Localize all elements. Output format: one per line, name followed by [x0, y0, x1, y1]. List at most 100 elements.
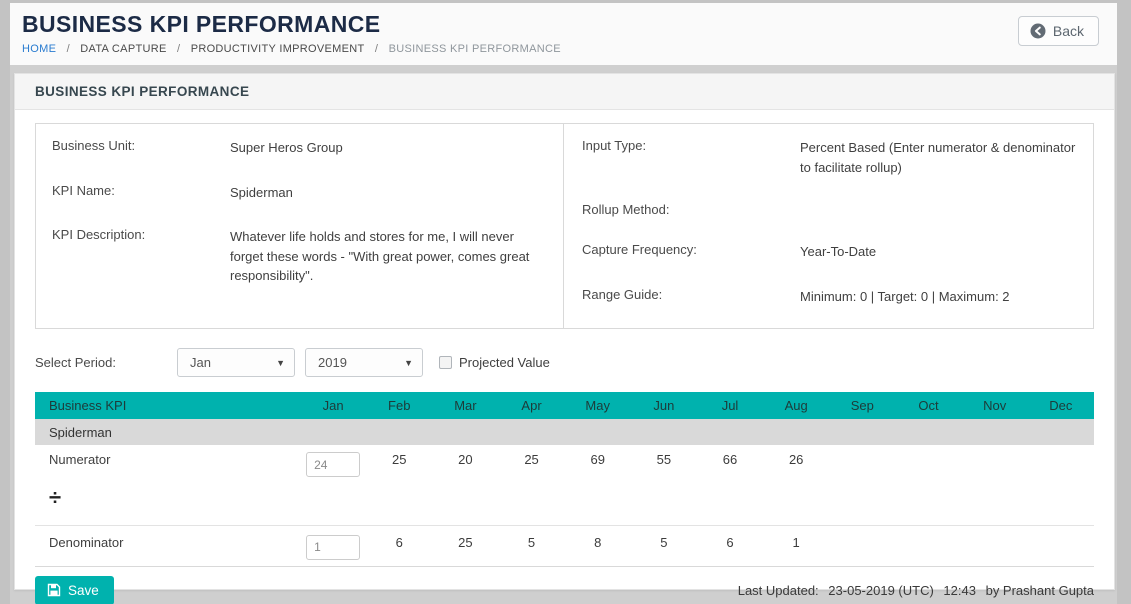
numerator-nov-value [961, 445, 1028, 526]
denominator-nov-value [961, 525, 1028, 567]
card-header-title: BUSINESS KPI PERFORMANCE [15, 74, 1114, 111]
kpi-name-label: KPI Name: [52, 182, 115, 198]
numerator-jan-input[interactable] [306, 452, 361, 478]
kpi-name-row: KPI Name: Spiderman [52, 183, 547, 203]
breadcrumb-separator: / [374, 43, 379, 56]
business-unit-row: Business Unit: Super Heros Group [52, 138, 547, 158]
breadcrumb-separator: / [66, 43, 70, 56]
divide-icon: ÷ [49, 485, 62, 511]
month-header-apr: Apr [498, 392, 565, 420]
card-body: Business Unit: Super Heros Group KPI Nam… [15, 110, 1114, 604]
month-header-sep: Sep [829, 392, 896, 420]
rollup-method-row: Rollup Method: [582, 202, 1077, 217]
denominator-feb-value: 6 [366, 525, 433, 567]
save-button-label: Save [68, 582, 99, 598]
table-header-row: Business KPI Jan Feb Mar Apr May Jun Jul… [35, 392, 1094, 420]
year-select[interactable]: 2019 ▼ [305, 348, 423, 378]
save-floppy-icon [47, 583, 61, 597]
chevron-down-icon: ▼ [404, 357, 413, 368]
numerator-may-value: 69 [564, 445, 631, 526]
breadcrumb-current-page: BUSINESS KPI PERFORMANCE [388, 43, 561, 56]
chevron-down-icon: ▼ [276, 357, 285, 368]
rollup-method-label: Rollup Method: [582, 202, 670, 218]
topbar-left: BUSINESS KPI PERFORMANCE HOME / DATA CAP… [22, 11, 561, 55]
breadcrumb-productivity-improvement[interactable]: PRODUCTIVITY IMPROVEMENT [190, 43, 365, 56]
month-header-jun: Jun [630, 392, 697, 420]
back-circle-arrow-icon [1030, 23, 1046, 39]
month-header-oct: Oct [895, 392, 962, 420]
denominator-apr-value: 5 [498, 525, 565, 567]
month-header-feb: Feb [366, 392, 433, 420]
denominator-jan-input[interactable] [306, 534, 361, 560]
numerator-aug-value: 26 [763, 445, 830, 526]
content-area: BUSINESS KPI PERFORMANCE Business Unit: … [10, 65, 1117, 604]
numerator-label: Numerator [49, 452, 111, 468]
capture-frequency-row: Capture Frequency: Year-To-Date [582, 242, 1077, 262]
numerator-mar-value: 20 [432, 445, 499, 526]
month-header-nov: Nov [961, 392, 1028, 420]
denominator-aug-value: 1 [763, 525, 830, 567]
month-header-may: May [564, 392, 631, 420]
breadcrumb-data-capture[interactable]: DATA CAPTURE [80, 43, 167, 56]
input-type-value: Percent Based (Enter numerator & denomin… [800, 140, 1076, 175]
month-select-value: Jan [190, 355, 211, 371]
kpi-description-value: Whatever life holds and stores for me, I… [230, 229, 530, 284]
range-guide-row: Range Guide: Minimum: 0 | Target: 0 | Ma… [582, 287, 1077, 307]
month-header-mar: Mar [432, 392, 499, 420]
kpi-details-panel: Business Unit: Super Heros Group KPI Nam… [35, 123, 1094, 330]
breadcrumb-separator: / [176, 43, 181, 56]
last-updated-label: Last Updated: [737, 582, 819, 598]
input-type-row: Input Type: Percent Based (Enter numerat… [582, 138, 1077, 177]
denominator-label: Denominator [35, 525, 300, 567]
kpi-group-name: Spiderman [35, 419, 1094, 446]
back-button[interactable]: Back [1017, 16, 1099, 46]
month-header-jan: Jan [300, 392, 367, 420]
period-selection-row: Select Period: Jan ▼ 2019 ▼ Projected Va… [35, 348, 1094, 378]
denominator-row: Denominator 6 25 5 8 5 6 1 [35, 525, 1094, 567]
numerator-jul-value: 66 [696, 445, 764, 526]
denominator-mar-value: 25 [432, 525, 499, 567]
kpi-description-label: KPI Description: [52, 227, 146, 243]
last-updated-date: 23-05-2019 (UTC) [828, 582, 934, 598]
capture-frequency-value: Year-To-Date [800, 244, 877, 260]
kpi-name-value: Spiderman [230, 184, 293, 200]
card-footer: Save Last Updated: 23-05-2019 (UTC) 12:4… [35, 575, 1094, 604]
denominator-may-value: 8 [564, 525, 631, 567]
numerator-jan-cell [300, 445, 367, 526]
numerator-oct-value [895, 445, 962, 526]
breadcrumb-home-link[interactable]: HOME [22, 43, 57, 56]
numerator-dec-value [1027, 445, 1094, 526]
capture-frequency-label: Capture Frequency: [582, 242, 697, 258]
denominator-sep-value [829, 525, 896, 567]
numerator-apr-value: 25 [498, 445, 565, 526]
numerator-label-cell: Numerator ÷ [35, 445, 300, 526]
projected-value-label: Projected Value [459, 355, 550, 371]
kpi-data-table: Business KPI Jan Feb Mar Apr May Jun Jul… [35, 392, 1094, 567]
details-right-column: Input Type: Percent Based (Enter numerat… [563, 124, 1093, 329]
denominator-jun-value: 5 [630, 525, 697, 567]
numerator-jun-value: 55 [630, 445, 697, 526]
details-left-column: Business Unit: Super Heros Group KPI Nam… [36, 124, 563, 328]
business-unit-label: Business Unit: [52, 138, 136, 154]
month-header-dec: Dec [1027, 392, 1094, 420]
back-button-label: Back [1052, 23, 1084, 39]
denominator-jan-cell [300, 525, 367, 567]
year-select-value: 2019 [318, 355, 347, 371]
denominator-dec-value [1027, 525, 1094, 567]
last-updated-by: by Prashant Gupta [985, 582, 1094, 598]
breadcrumb: HOME / DATA CAPTURE / PRODUCTIVITY IMPRO… [22, 43, 561, 55]
input-type-label: Input Type: [582, 138, 647, 154]
denominator-oct-value [895, 525, 962, 567]
projected-value-checkbox[interactable] [439, 356, 452, 370]
select-period-label: Select Period: [35, 355, 116, 371]
kpi-description-row: KPI Description: Whatever life holds and… [52, 227, 547, 286]
save-button[interactable]: Save [35, 575, 114, 604]
kpi-group-row: Spiderman [35, 419, 1094, 446]
numerator-sep-value [829, 445, 896, 526]
numerator-feb-value: 25 [366, 445, 433, 526]
topbar: BUSINESS KPI PERFORMANCE HOME / DATA CAP… [10, 3, 1117, 66]
month-select[interactable]: Jan ▼ [177, 348, 295, 378]
page-title: BUSINESS KPI PERFORMANCE [22, 11, 381, 37]
denominator-jul-value: 6 [696, 525, 764, 567]
